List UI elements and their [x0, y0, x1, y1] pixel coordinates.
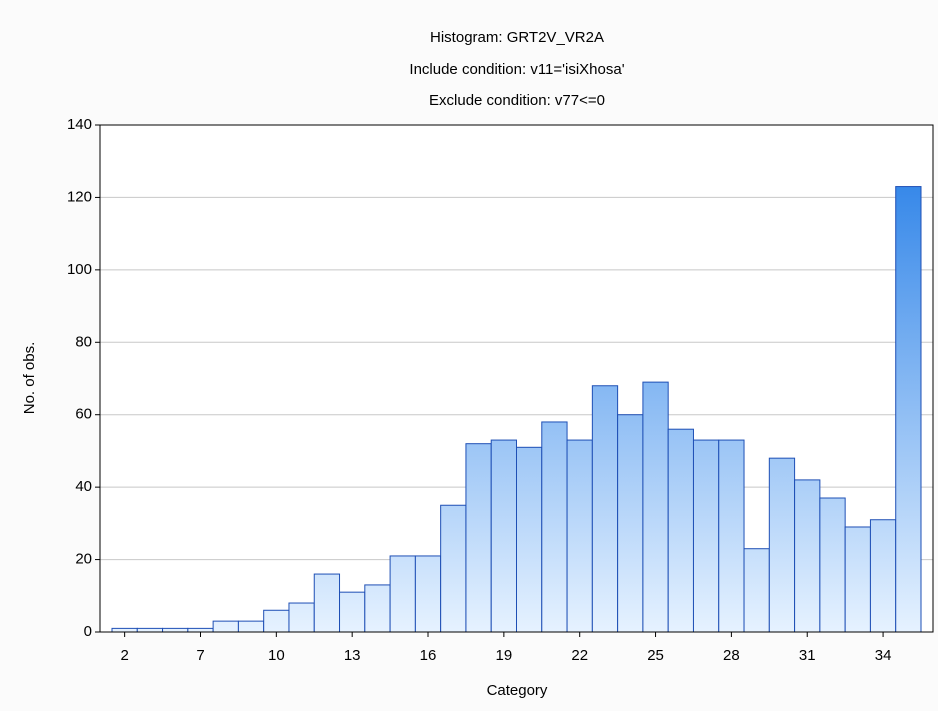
- bar: [212, 620, 239, 633]
- subtitle: Include condition: v11='isiXhosa': [409, 61, 624, 78]
- x-tick-label: 19: [496, 647, 513, 664]
- bar: [339, 591, 366, 633]
- x-tick-label: 25: [647, 647, 664, 664]
- bar: [743, 548, 770, 633]
- bar: [692, 439, 720, 633]
- plot-frame: [99, 124, 934, 633]
- bar: [263, 609, 290, 633]
- x-axis-label: Category: [487, 682, 548, 699]
- chart-title: Histogram: GRT2V_VR2A: [430, 29, 604, 46]
- bar: [566, 439, 593, 633]
- x-tick-label: 10: [268, 647, 285, 664]
- x-tick-label: 31: [799, 647, 816, 664]
- bar: [591, 385, 619, 633]
- bar: [819, 497, 846, 633]
- subtitle: Exclude condition: v77<=0: [429, 92, 605, 109]
- bar: [869, 519, 897, 633]
- bar: [768, 457, 796, 633]
- bar: [162, 627, 189, 633]
- x-tick-label: 34: [875, 647, 892, 664]
- bar: [414, 555, 442, 633]
- bar: [490, 439, 517, 633]
- x-tick-label: 7: [196, 647, 204, 664]
- x-tick-label: 28: [723, 647, 740, 664]
- bar: [136, 627, 164, 633]
- bar: [541, 421, 568, 633]
- x-tick-label: 2: [120, 647, 128, 664]
- y-tick-label: 120: [67, 188, 92, 205]
- y-axis-label: No. of obs.: [21, 342, 38, 415]
- bar: [617, 414, 644, 633]
- bar: [111, 627, 138, 633]
- y-tick-label: 100: [67, 261, 92, 278]
- bar: [844, 526, 871, 633]
- bar: [364, 584, 391, 633]
- bar: [389, 555, 416, 633]
- x-tick-label: 16: [420, 647, 437, 664]
- bar: [642, 381, 669, 633]
- bar: [440, 504, 467, 633]
- bar: [313, 573, 341, 633]
- y-tick-label: 0: [84, 623, 92, 640]
- bar: [718, 439, 745, 633]
- y-tick-label: 20: [75, 551, 92, 568]
- y-tick-label: 140: [67, 116, 92, 133]
- x-tick-label: 13: [344, 647, 361, 664]
- x-tick-label: 22: [571, 647, 588, 664]
- bar: [667, 428, 694, 633]
- bar: [794, 479, 821, 633]
- bar: [288, 602, 315, 633]
- y-tick-label: 40: [75, 478, 92, 495]
- bar: [465, 443, 492, 633]
- bar: [237, 620, 265, 633]
- bar: [895, 186, 922, 633]
- y-tick-label: 60: [75, 406, 92, 423]
- bar: [516, 446, 543, 633]
- bar: [187, 627, 214, 633]
- y-tick-label: 80: [75, 333, 92, 350]
